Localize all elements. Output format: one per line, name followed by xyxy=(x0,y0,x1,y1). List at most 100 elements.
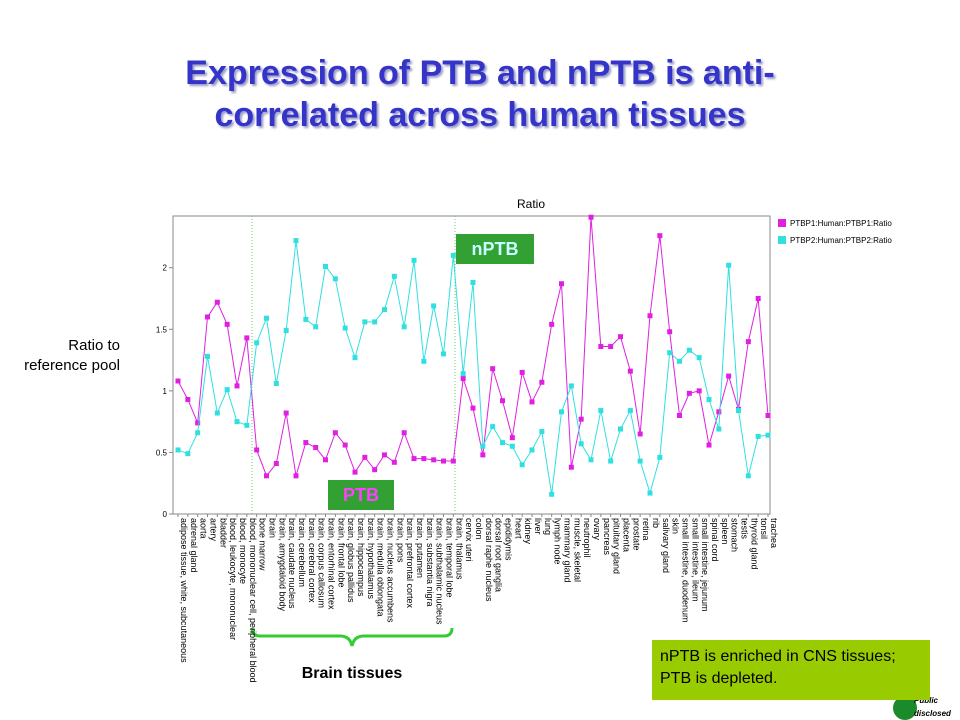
point xyxy=(254,340,260,346)
x-tick-label: salivary gland xyxy=(661,518,671,573)
point xyxy=(559,281,564,287)
x-tick-label: blood, monocyte xyxy=(238,518,248,584)
x-tick-label: brain, caudate nucleus xyxy=(287,518,297,609)
point xyxy=(686,390,692,396)
point xyxy=(421,358,427,364)
brain-label: Brain tissues xyxy=(302,665,403,682)
x-tick-label: skin xyxy=(671,518,681,534)
x-tick-label: brain, frontal lobe xyxy=(336,518,346,588)
x-tick-label: brain, substantia nigra xyxy=(425,518,435,607)
point xyxy=(765,432,771,438)
x-tick-label: brain, corpus callosum xyxy=(317,518,327,608)
x-tick-label: dorsal root ganglia xyxy=(494,518,504,592)
point xyxy=(234,383,240,389)
x-tick-label: brain, globus pallidus xyxy=(346,518,356,603)
point xyxy=(726,373,732,379)
annotation-box xyxy=(456,234,534,264)
point xyxy=(441,458,446,464)
point xyxy=(460,376,466,382)
x-tick-label: spleen xyxy=(720,518,730,545)
x-tick-label: brain, thalamus xyxy=(454,518,464,580)
point xyxy=(372,467,378,473)
x-tick-label: brain, medulla oblongata xyxy=(376,518,386,617)
point xyxy=(303,440,309,446)
point xyxy=(539,379,545,385)
point xyxy=(391,459,397,465)
point xyxy=(421,456,427,462)
point xyxy=(342,442,348,448)
point xyxy=(175,378,181,384)
point xyxy=(578,441,584,447)
logo-text: Public xyxy=(914,696,939,705)
y-tick-label: 0 xyxy=(163,510,168,519)
point xyxy=(608,458,614,464)
point xyxy=(618,426,623,432)
point xyxy=(500,440,505,446)
point xyxy=(667,329,673,335)
point xyxy=(509,435,515,441)
x-tick-label: retina xyxy=(641,518,651,541)
x-tick-label: kidney xyxy=(523,518,533,545)
x-tick-label: brain xyxy=(268,518,278,538)
x-tick-label: brain, temporal lobe xyxy=(445,518,455,598)
point xyxy=(657,454,663,460)
point xyxy=(411,257,417,263)
point xyxy=(293,473,299,479)
point xyxy=(745,473,751,479)
x-tick-label: ovary xyxy=(592,518,602,541)
point xyxy=(195,430,201,436)
x-tick-label: pituitary gland xyxy=(612,518,622,574)
x-tick-label: tonsil xyxy=(759,518,769,539)
point xyxy=(362,319,368,325)
point xyxy=(175,447,181,453)
x-tick-label: placenta xyxy=(622,518,632,552)
x-tick-label: brain, hippocampus xyxy=(356,518,366,597)
legend-swatch xyxy=(778,219,786,227)
plot-frame xyxy=(172,215,771,515)
x-tick-label: aorta xyxy=(199,518,209,539)
y-tick-label: 0.5 xyxy=(156,448,168,457)
point xyxy=(588,457,594,463)
point xyxy=(293,238,299,244)
x-tick-label: brain, cerebral cortex xyxy=(307,518,317,603)
point xyxy=(185,396,191,402)
x-tick-label: bladder xyxy=(218,518,228,548)
point xyxy=(490,424,496,430)
x-tick-label: blood, mononuclear cell, peripheral bloo… xyxy=(248,518,258,683)
point xyxy=(391,273,397,279)
x-tick-label: bone marrow xyxy=(258,518,268,571)
point xyxy=(480,443,486,449)
point xyxy=(736,408,741,414)
point xyxy=(519,462,525,468)
point xyxy=(431,457,437,463)
point xyxy=(509,443,515,449)
point xyxy=(667,350,673,356)
x-tick-label: lung xyxy=(543,518,553,535)
point xyxy=(450,252,456,258)
x-tick-label: rib xyxy=(651,518,661,528)
point xyxy=(411,456,417,462)
x-tick-label: adrenal gland xyxy=(189,518,199,573)
x-tick-label: small intestine, ileum xyxy=(690,518,700,602)
point xyxy=(244,335,250,341)
annotation-box xyxy=(328,480,394,510)
point xyxy=(303,316,309,322)
point xyxy=(647,490,653,496)
point xyxy=(244,422,250,428)
point xyxy=(696,388,702,394)
point xyxy=(716,426,722,432)
point xyxy=(568,383,574,389)
annotation: PTB xyxy=(343,485,379,505)
point xyxy=(264,315,269,321)
x-tick-label: brain, putamen xyxy=(415,518,425,578)
point xyxy=(716,409,722,415)
brace xyxy=(250,627,454,647)
point xyxy=(313,445,319,451)
y-tick-label: 1 xyxy=(163,387,168,396)
point xyxy=(332,430,338,436)
annotation: nPTB xyxy=(472,239,519,259)
x-tick-label: neutrophil xyxy=(582,518,592,558)
point xyxy=(382,307,387,313)
point xyxy=(401,324,407,330)
